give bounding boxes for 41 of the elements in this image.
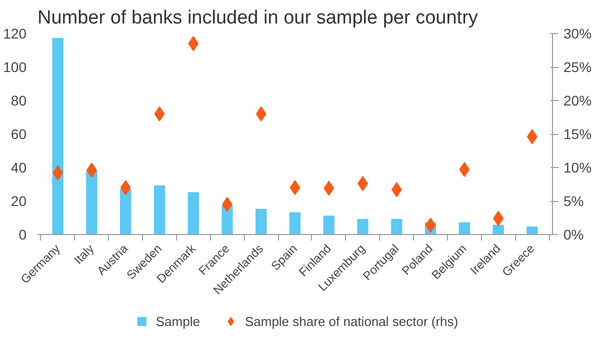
- bar: [86, 170, 98, 234]
- y2-tick-label: 30%: [564, 26, 592, 42]
- y-tick-label: 20: [10, 193, 27, 209]
- point: [120, 180, 131, 196]
- point: [290, 180, 300, 196]
- y-tick-label: 80: [10, 92, 27, 108]
- legend-label: Sample: [156, 314, 200, 328]
- y2-tick-label: 5%: [564, 193, 584, 209]
- x-tick-label: Italy: [71, 242, 97, 268]
- point: [391, 182, 402, 198]
- point: [256, 106, 266, 122]
- y-tick-label: 40: [10, 160, 27, 176]
- legend-label: Sample share of national sector (rhs): [244, 314, 458, 328]
- y2-tick-label: 20%: [564, 92, 592, 108]
- point: [324, 180, 334, 196]
- point: [459, 162, 470, 178]
- y-tick-label: 60: [10, 126, 27, 142]
- y2-tick-label: 25%: [564, 59, 592, 75]
- bar: [458, 222, 470, 234]
- bar: [492, 224, 504, 234]
- point: [188, 36, 199, 52]
- bar: [289, 212, 301, 234]
- bar: [120, 188, 132, 234]
- bar: [526, 226, 538, 234]
- point: [425, 218, 436, 233]
- bar: [222, 206, 233, 234]
- bar: [188, 192, 199, 234]
- bar: [256, 208, 267, 234]
- y2-tick-label: 10%: [564, 160, 592, 176]
- y2-tick-label: 15%: [564, 126, 592, 142]
- y-tick-label: 120: [3, 26, 27, 42]
- y-tick-label: 0: [18, 226, 27, 242]
- y-tick-label: 100: [3, 59, 27, 75]
- bar: [323, 216, 334, 234]
- bar: [154, 185, 166, 234]
- y2-tick-label: 0%: [564, 226, 584, 242]
- point: [154, 106, 165, 122]
- bar: [52, 38, 64, 234]
- bar: [391, 218, 402, 234]
- chart-title: Number of banks included in our sample per country: [38, 8, 478, 28]
- bar: [357, 218, 368, 234]
